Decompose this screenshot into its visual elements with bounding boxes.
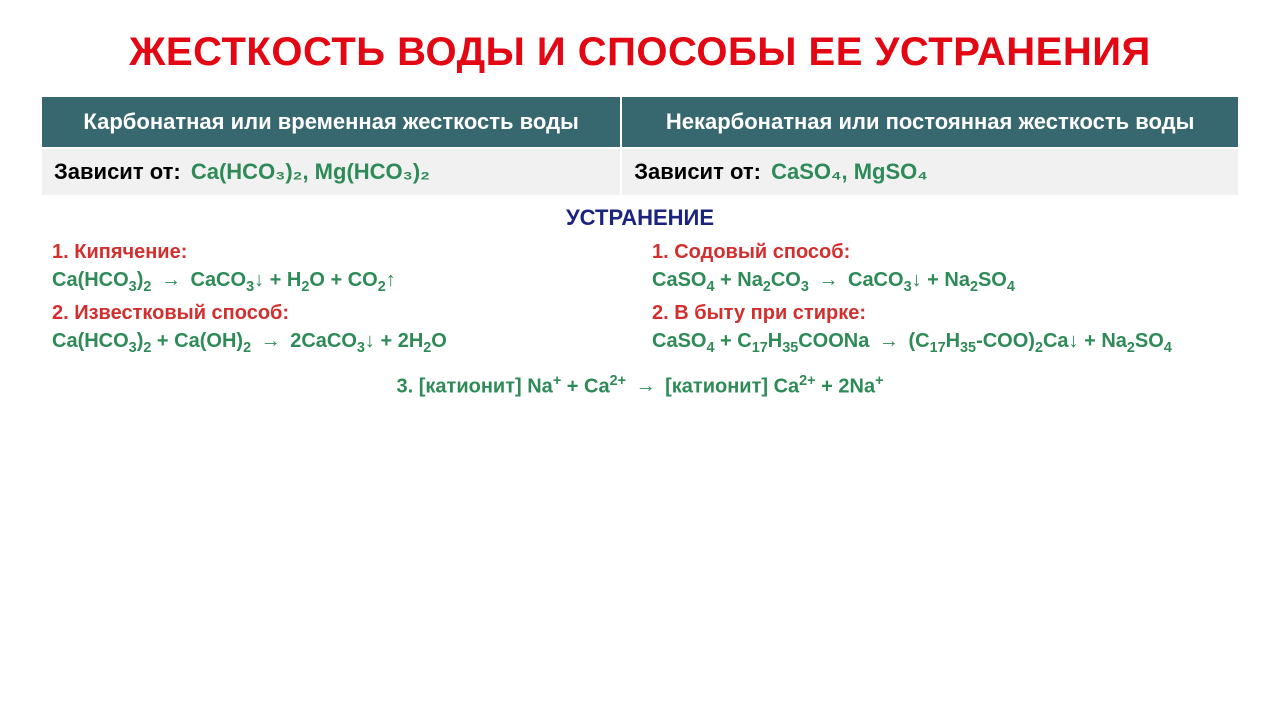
left-method1-equation: Ca(HCO3)2 → CaCO3 + H2O + CO2: [52, 266, 628, 298]
page-title: ЖЕСТКОСТЬ ВОДЫ И СПОСОБЫ ЕЕ УСТРАНЕНИЯ: [40, 30, 1240, 75]
right-method2-equation: CaSO4 + C17H35COONa → (C17H35-COO)2Ca + …: [652, 327, 1228, 359]
left-method1-title: 1. Кипячение:: [52, 241, 628, 264]
slide: ЖЕСТКОСТЬ ВОДЫ И СПОСОБЫ ЕЕ УСТРАНЕНИЯ К…: [0, 0, 1280, 720]
depends-right-value: CaSO₄, MgSO₄: [771, 159, 928, 184]
depends-label: Зависит от:: [634, 159, 761, 184]
comparison-table: Карбонатная или временная жесткость воды…: [40, 95, 1240, 197]
header-left: Карбонатная или временная жесткость воды: [41, 96, 621, 148]
cation-exchange-row: 3. [катионит] Na+ + Ca2+ → [катионит] Ca…: [40, 373, 1240, 399]
depends-left: Зависит от: Ca(HCO₃)₂, Mg(HCO₃)₂: [41, 148, 621, 196]
right-column: 1. Содовый способ: CaSO4 + Na2CO3 → CaCO…: [640, 237, 1240, 361]
left-column: 1. Кипячение: Ca(HCO3)2 → CaCO3 + H2O + …: [40, 237, 640, 361]
depends-label: Зависит от:: [54, 159, 181, 184]
header-right: Некарбонатная или постоянная жесткость в…: [621, 96, 1239, 148]
section-heading: УСТРАНЕНИЕ: [40, 205, 1240, 231]
right-method1-title: 1. Содовый способ:: [652, 241, 1228, 264]
methods-columns: 1. Кипячение: Ca(HCO3)2 → CaCO3 + H2O + …: [40, 237, 1240, 361]
right-method2-title: 2. В быту при стирке:: [652, 302, 1228, 325]
depends-left-value: Ca(HCO₃)₂, Mg(HCO₃)₂: [191, 159, 430, 184]
left-method2-equation: Ca(HCO3)2 + Ca(OH)2 → 2CaCO3 + 2H2O: [52, 327, 628, 359]
depends-right: Зависит от: CaSO₄, MgSO₄: [621, 148, 1239, 196]
left-method2-title: 2. Известковый способ:: [52, 302, 628, 325]
depends-row: Зависит от: Ca(HCO₃)₂, Mg(HCO₃)₂ Зависит…: [41, 148, 1239, 196]
table-header-row: Карбонатная или временная жесткость воды…: [41, 96, 1239, 148]
right-method1-equation: CaSO4 + Na2CO3 → CaCO3 + Na2SO4: [652, 266, 1228, 298]
